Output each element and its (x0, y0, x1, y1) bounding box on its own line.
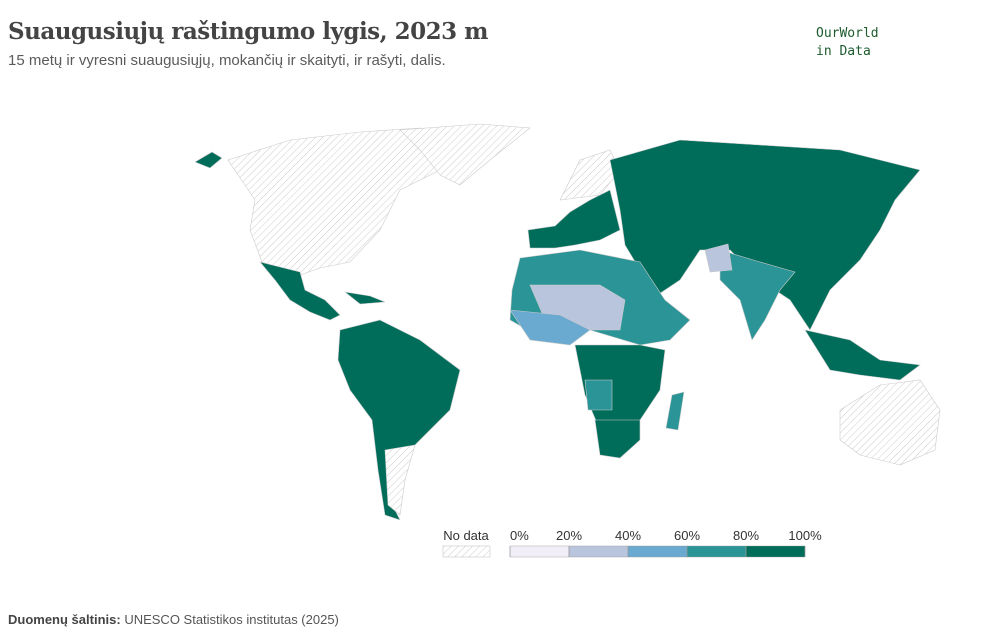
subtitle: 15 metų ir vyresni suaugusiųjų, mokančių… (8, 52, 446, 69)
europe (527, 189, 621, 249)
legend-tick-label: 0% (510, 528, 529, 543)
alaska (194, 151, 223, 169)
south-asia (719, 249, 796, 341)
legend-swatch (509, 545, 570, 558)
central-america (259, 261, 341, 321)
angola (584, 379, 613, 411)
scandinavia (559, 149, 621, 201)
legend-swatch (745, 545, 806, 558)
madagascar (665, 391, 685, 431)
source-text: UNESCO Statistikos institutas (2025) (124, 612, 339, 627)
afghanistan (704, 243, 733, 273)
map: No data 0% 20% 40% 60% 80% 100% (194, 123, 941, 558)
land (194, 123, 941, 521)
legend-label: No data (443, 528, 489, 543)
legend-tick-label: 20% (556, 528, 582, 543)
legend-swatch (568, 545, 629, 558)
legend-tick-label: 60% (674, 528, 700, 543)
logo[interactable]: OurWorld in Data (816, 25, 879, 61)
legend-tick-label: 80% (733, 528, 759, 543)
source-label: Duomenų šaltinis: (8, 612, 121, 627)
legend-swatch (627, 545, 688, 558)
argentina (384, 444, 416, 516)
legend-tick-label: 100% (788, 528, 822, 543)
no-data-swatch (442, 545, 491, 558)
greenland (399, 123, 531, 186)
caribbean (343, 291, 386, 305)
title: Suaugusiųjų raštingumo lygis, 2023 m (8, 18, 489, 45)
logo-line: in Data (816, 44, 871, 59)
australia (839, 379, 941, 466)
legend-swatch (686, 545, 747, 558)
north-america (227, 127, 471, 276)
west-africa (509, 309, 591, 346)
legend: No data 0% 20% 40% 60% 80% 100% (442, 528, 822, 558)
legend-tick-label: 40% (615, 528, 641, 543)
source: Duomenų šaltinis: UNESCO Statistikos ins… (8, 612, 339, 627)
southern-africa (594, 419, 641, 459)
southeast-asia (804, 329, 921, 381)
logo-line: OurWorld (816, 26, 879, 41)
